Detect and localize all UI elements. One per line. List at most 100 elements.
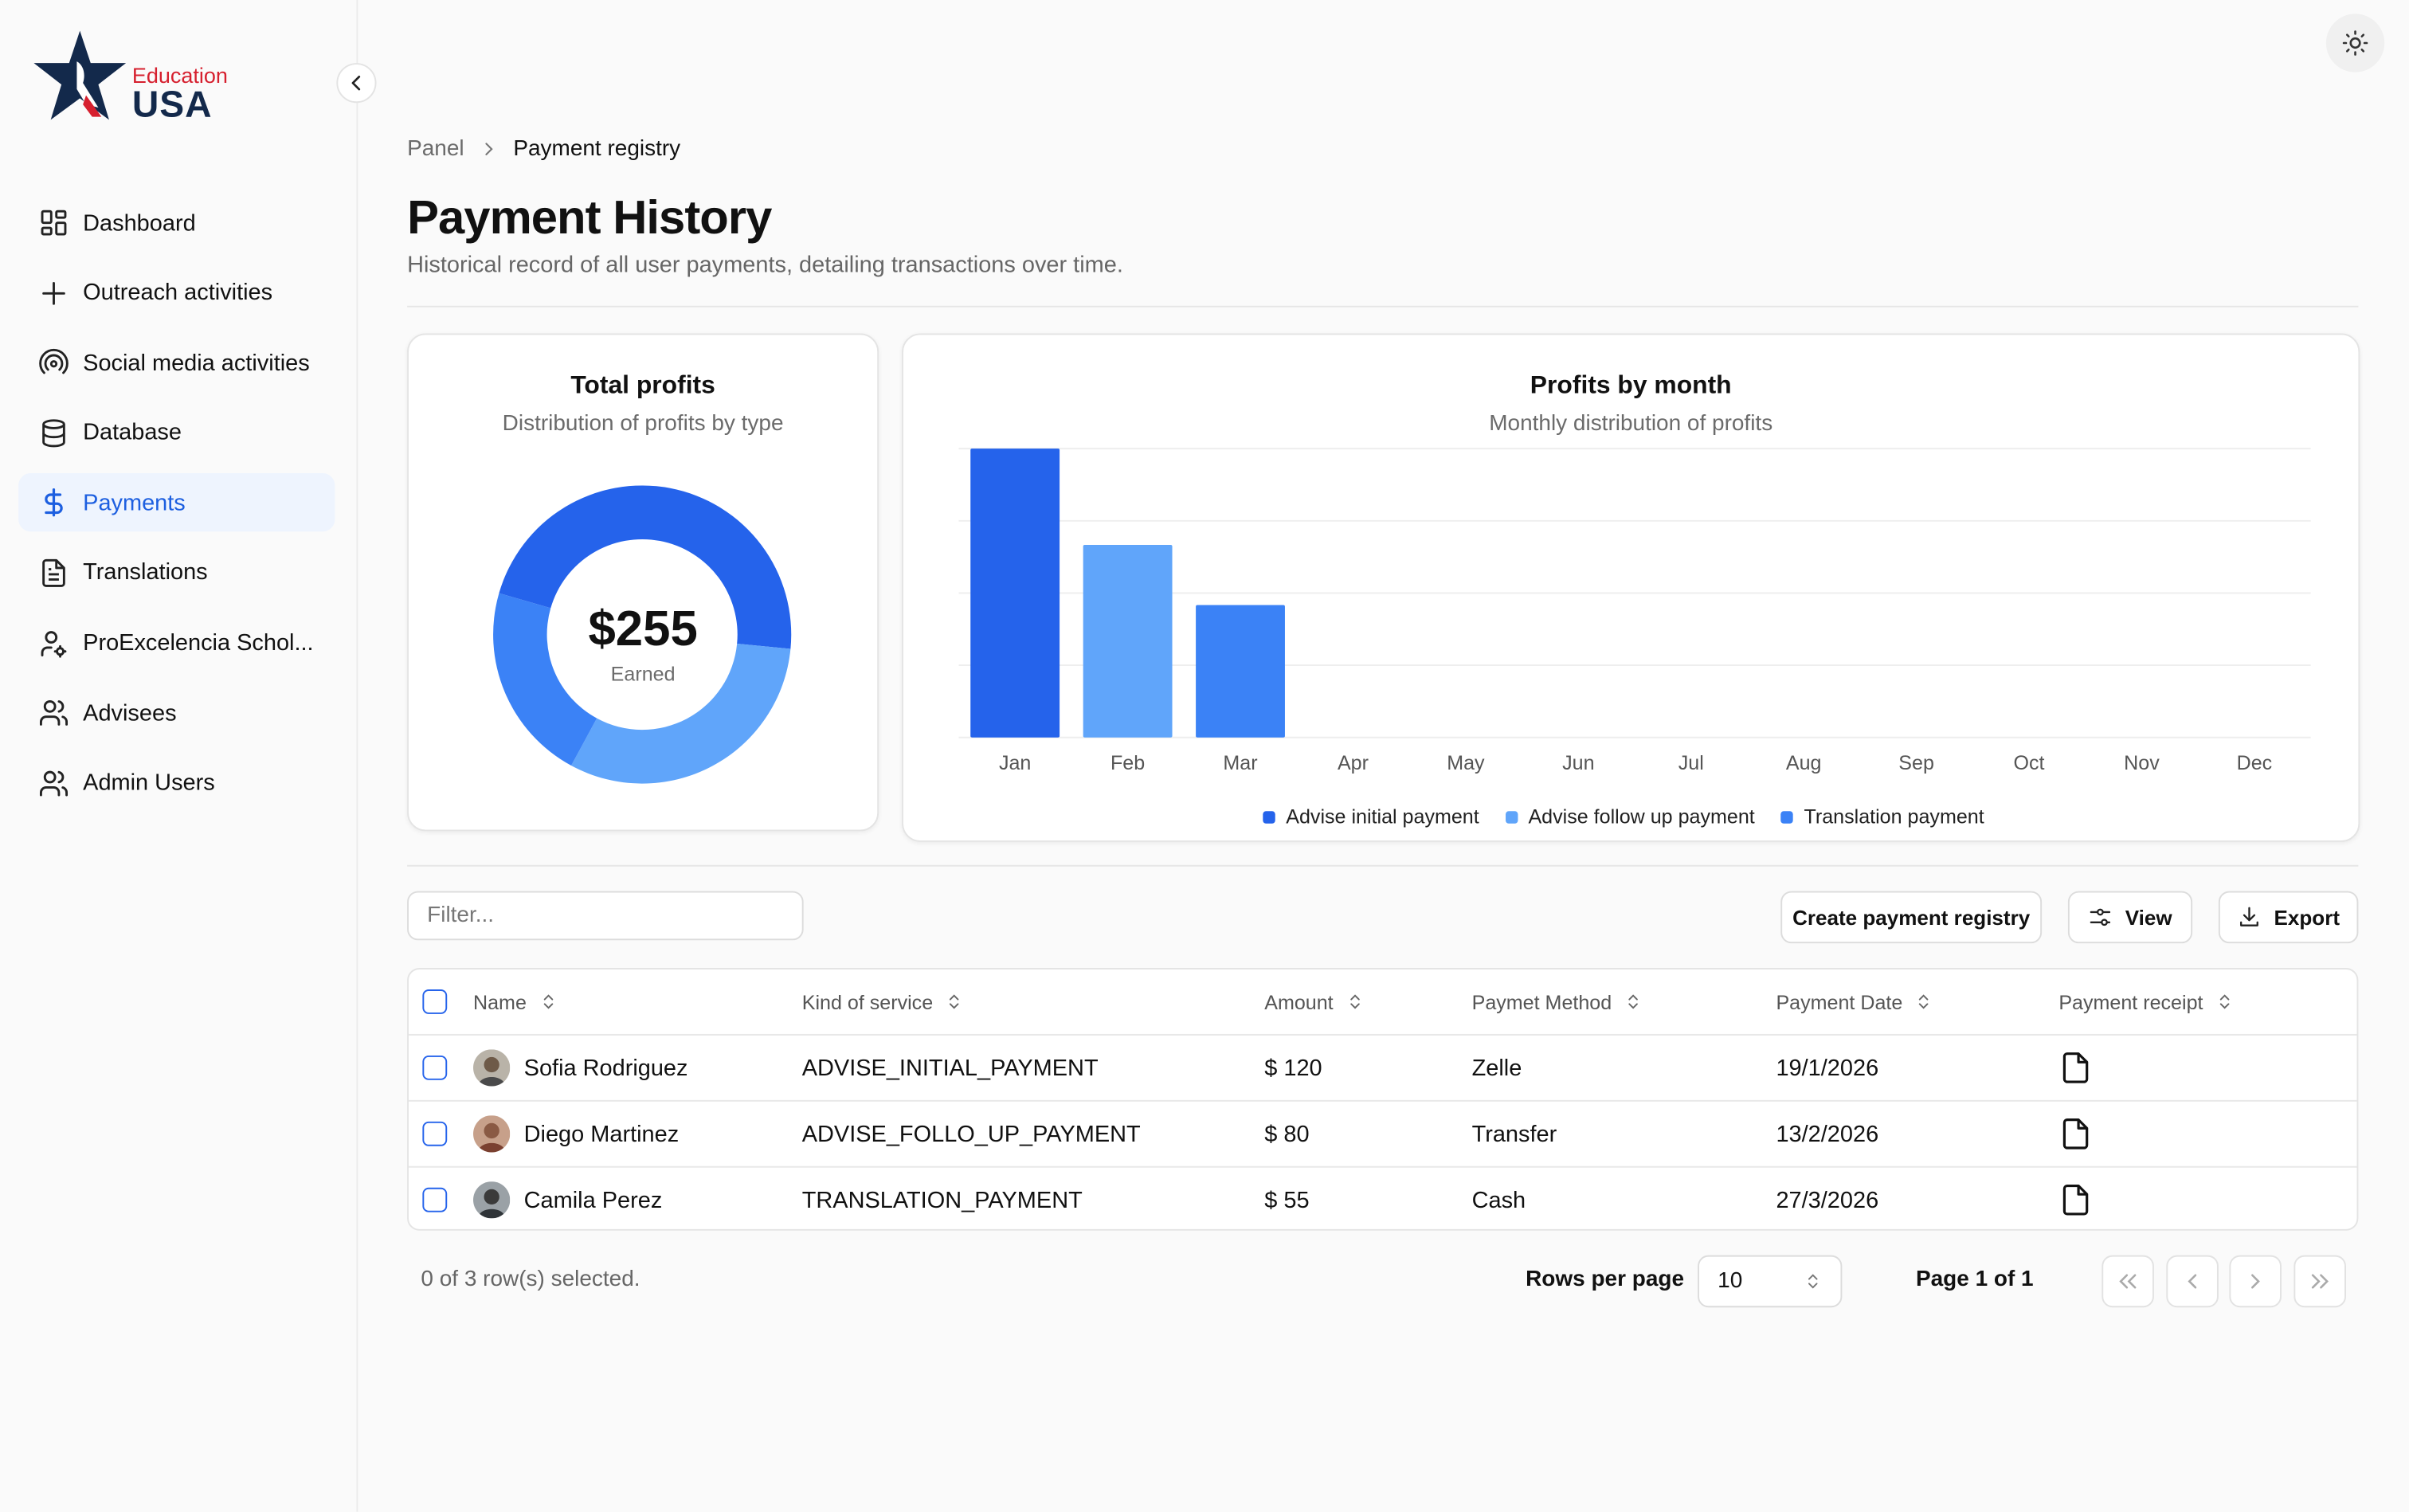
chevron-right-icon <box>2251 1274 2260 1289</box>
total-profits-card: Total profits Distribution of profits by… <box>407 333 879 832</box>
sidebar-item-payments[interactable]: Payments <box>18 473 335 533</box>
table-row[interactable]: Diego Martinez ADVISE_FOLLO_UP_PAYMENT $… <box>409 1102 2357 1168</box>
create-payment-registry-button[interactable]: Create payment registry <box>1780 891 2043 944</box>
sidebar-item-proexcelencia[interactable]: ProExcelencia Schol... <box>18 614 335 672</box>
last-page-button[interactable] <box>2293 1255 2346 1308</box>
total-profits-value: $255 <box>588 601 698 656</box>
cell-name: Camila Perez <box>473 1168 662 1232</box>
plus-icon <box>42 281 65 304</box>
x-tick-label: Apr <box>1338 752 1369 774</box>
row-checkbox[interactable] <box>422 1121 448 1146</box>
first-page-button[interactable] <box>2102 1255 2154 1308</box>
rows-per-page-select[interactable]: 10 <box>1698 1255 1843 1308</box>
sidebar-item-label: Database <box>83 420 182 446</box>
sidebar-item-database[interactable]: Database <box>18 404 335 462</box>
sort-icon <box>1346 993 1364 1011</box>
cell-amount: $ 55 <box>1264 1186 1310 1213</box>
dashboard-grid-icon <box>41 210 67 236</box>
person-name: Diego Martinez <box>523 1120 680 1147</box>
sidebar-item-translations[interactable]: Translations <box>18 544 335 602</box>
sidebar-item-outreach[interactable]: Outreach activities <box>18 264 335 322</box>
column-header-label: Payment Date <box>1776 989 1903 1013</box>
table-row[interactable]: Sofia Rodriguez ADVISE_INITIAL_PAYMENT $… <box>409 1036 2357 1102</box>
column-header-label: Payment receipt <box>2058 989 2203 1013</box>
x-tick-label: May <box>1447 752 1485 774</box>
chevron-left-icon <box>351 75 361 91</box>
x-tick-label: Dec <box>2237 752 2273 774</box>
collapse-sidebar-button[interactable] <box>336 63 377 104</box>
donut-slice-1[interactable] <box>571 643 791 784</box>
x-tick-label: Jul <box>1678 752 1704 774</box>
cell-date: 13/2/2026 <box>1776 1120 1879 1147</box>
sidebar: Education USA Dashboard Outreach activit… <box>0 0 377 1512</box>
bar-mar[interactable] <box>1196 605 1285 738</box>
export-label: Export <box>2274 905 2340 929</box>
receipt-file-icon[interactable] <box>2058 1168 2092 1232</box>
sidebar-item-label: Payments <box>83 489 186 516</box>
column-header-kind-of-service[interactable]: Kind of service <box>802 969 964 1034</box>
row-checkbox[interactable] <box>422 1187 448 1212</box>
column-header-label: Name <box>473 989 527 1013</box>
column-header-payment-method[interactable]: Paymet Method <box>1472 969 1643 1034</box>
cell-date: 19/1/2026 <box>1776 1054 1879 1081</box>
chevrons-left-icon <box>2119 1274 2137 1289</box>
sort-icon <box>1624 993 1643 1011</box>
cell-name: Sofia Rodriguez <box>473 1036 688 1100</box>
sidebar-item-label: Advisees <box>83 699 177 727</box>
legend-item-translation: Translation payment <box>1780 805 1984 828</box>
filter-input[interactable] <box>407 891 804 941</box>
view-button[interactable]: View <box>2067 891 2193 944</box>
sort-icon <box>2215 993 2234 1011</box>
donut-slice-0[interactable] <box>499 485 792 649</box>
create-payment-registry-label: Create payment registry <box>1792 905 2031 929</box>
column-header-payment-date[interactable]: Payment Date <box>1776 969 1933 1034</box>
bar-feb[interactable] <box>1083 545 1173 738</box>
next-page-button[interactable] <box>2229 1255 2282 1308</box>
total-profits-title: Total profits <box>570 371 715 400</box>
sidebar-item-advisees[interactable]: Advisees <box>18 684 335 742</box>
sidebar-item-social-media[interactable]: Social media activities <box>18 334 335 392</box>
breadcrumb-current: Payment registry <box>513 136 681 162</box>
breadcrumb: Panel Payment registry <box>407 137 680 162</box>
page-info: Page 1 of 1 <box>1915 1267 2034 1292</box>
education-usa-logo[interactable]: Education USA <box>31 28 261 129</box>
previous-page-button[interactable] <box>2166 1255 2219 1308</box>
chevrons-right-icon <box>2311 1274 2329 1289</box>
breadcrumb-parent[interactable]: Panel <box>407 136 464 162</box>
section-divider <box>407 864 2359 867</box>
legend-swatch <box>1505 810 1518 823</box>
total-profits-subtitle: Distribution of profits by type <box>502 411 784 437</box>
receipt-file-icon[interactable] <box>2058 1036 2092 1100</box>
column-header-name[interactable]: Name <box>473 969 557 1034</box>
legend-label: Advise initial payment <box>1286 805 1479 828</box>
header-divider <box>407 305 2359 307</box>
chevrons-up-down-icon <box>1808 1274 1818 1289</box>
sidebar-item-admin-users[interactable]: Admin Users <box>18 754 335 812</box>
cell-service: ADVISE_INITIAL_PAYMENT <box>801 1054 1099 1081</box>
sidebar-item-dashboard[interactable]: Dashboard <box>18 194 335 252</box>
total-profits-label: Earned <box>610 662 676 686</box>
table-row[interactable]: Camila Perez TRANSLATION_PAYMENT $ 55 Ca… <box>409 1168 2356 1232</box>
column-header-payment-receipt[interactable]: Payment receipt <box>2058 969 2234 1034</box>
export-button[interactable]: Export <box>2218 891 2359 944</box>
receipt-file-icon[interactable] <box>2058 1102 2092 1166</box>
person-name: Camila Perez <box>523 1186 663 1213</box>
cell-date: 27/3/2026 <box>1776 1186 1879 1213</box>
profits-by-month-subtitle: Monthly distribution of profits <box>1489 411 1773 437</box>
avatar <box>473 1181 511 1219</box>
legend-label: Advise follow up payment <box>1528 805 1755 828</box>
column-header-amount[interactable]: Amount <box>1264 969 1364 1034</box>
donut-slice-2[interactable] <box>493 593 597 766</box>
x-tick-label: Feb <box>1110 752 1145 774</box>
theme-toggle-button[interactable] <box>2325 14 2385 72</box>
profits-by-month-title: Profits by month <box>1530 371 1732 400</box>
legend-item-advise-initial: Advise initial payment <box>1263 805 1479 828</box>
bar-jan[interactable] <box>970 449 1060 738</box>
avatar <box>473 1115 511 1153</box>
row-checkbox[interactable] <box>422 1055 448 1080</box>
database-icon <box>42 418 65 447</box>
chart-legend: Advise initial payment Advise follow up … <box>1263 805 2010 828</box>
column-header-label: Kind of service <box>801 989 934 1013</box>
sidebar-item-label: ProExcelencia Schol... <box>83 629 314 656</box>
select-all-checkbox[interactable] <box>422 989 448 1014</box>
